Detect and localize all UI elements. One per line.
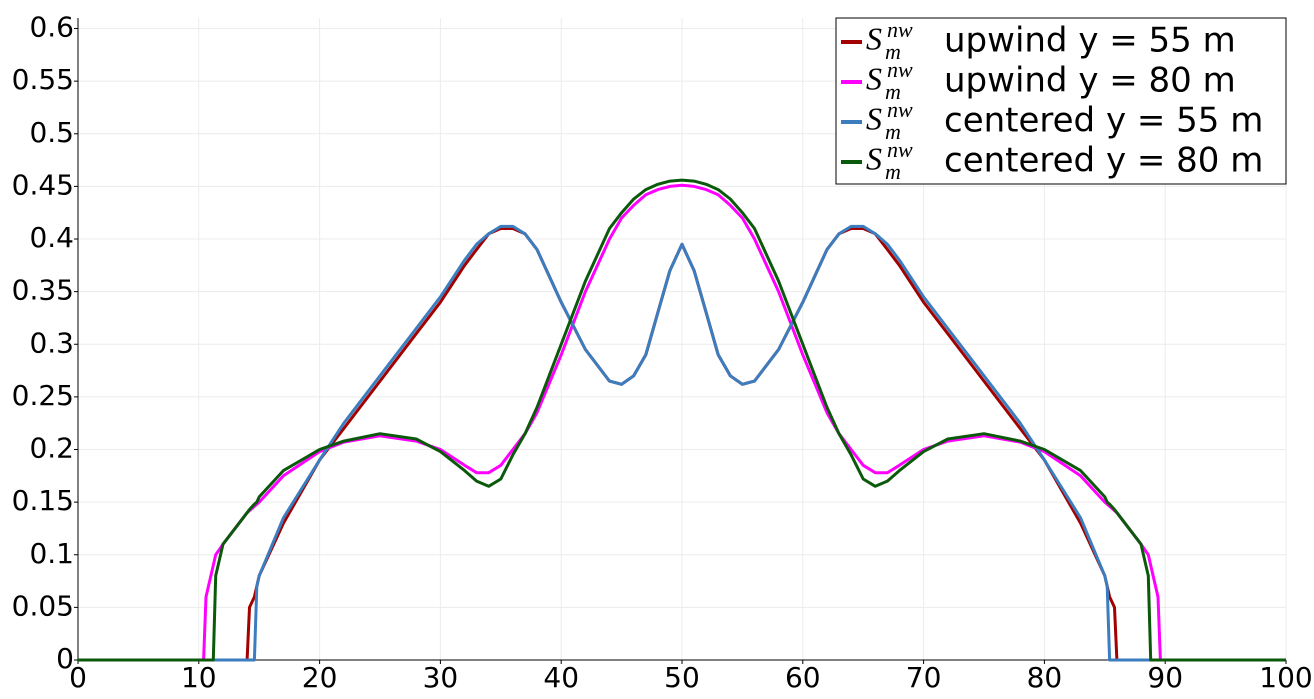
y-tick-label: 0.25 [12, 379, 74, 412]
legend-symbol-base: S [866, 20, 882, 56]
x-tick-label: 0 [69, 661, 87, 694]
legend-label: upwind y = 80 m [944, 61, 1236, 101]
y-tick-label: 0.35 [12, 274, 74, 307]
legend-box [835, 17, 1287, 185]
y-tick-label: 0.4 [29, 221, 74, 254]
x-tick-label: 30 [423, 661, 459, 694]
legend-symbol-sup: nw [887, 57, 913, 82]
x-tick-label: 90 [1147, 661, 1183, 694]
y-tick-label: 0 [56, 642, 74, 675]
x-tick-label: 50 [664, 661, 700, 694]
x-tick-label: 60 [785, 661, 821, 694]
series-line [78, 183, 1286, 662]
legend-symbol-sup: nw [887, 137, 913, 162]
legend-symbol-sub: m [885, 79, 901, 104]
legend-symbol-sub: m [885, 119, 901, 144]
legend-symbol-base: S [866, 100, 882, 136]
y-tick-label: 0.6 [29, 11, 74, 44]
legend-symbol-base: S [866, 140, 882, 176]
legend-symbol-sub: m [885, 159, 901, 184]
y-tick-label: 0.55 [12, 63, 74, 96]
y-tick-label: 0.3 [29, 326, 74, 359]
legend-symbol-sup: nw [887, 17, 913, 42]
y-tick-label: 0.5 [29, 116, 74, 149]
legend-symbol-sub: m [885, 39, 901, 64]
legend-label: centered y = 80 m [944, 141, 1263, 181]
y-tick-label: 0.15 [12, 484, 74, 517]
x-tick-label: 20 [302, 661, 338, 694]
x-tick-label: 10 [181, 661, 217, 694]
x-tick-label: 40 [543, 661, 579, 694]
y-tick-label: 0.05 [12, 589, 74, 622]
y-tick-label: 0.45 [12, 168, 74, 201]
x-tick-label: 80 [1027, 661, 1063, 694]
y-tick-label: 0.1 [29, 537, 74, 570]
x-tick-label: 100 [1259, 661, 1312, 694]
series-line [78, 178, 1286, 662]
legend-symbol-base: S [866, 60, 882, 96]
legend-symbol-sup: nw [887, 97, 913, 122]
y-tick-label: 0.2 [29, 432, 74, 465]
series-line [78, 224, 1286, 662]
legend-label: centered y = 55 m [944, 101, 1263, 141]
x-tick-label: 70 [906, 661, 942, 694]
legend-label: upwind y = 55 m [944, 21, 1236, 61]
